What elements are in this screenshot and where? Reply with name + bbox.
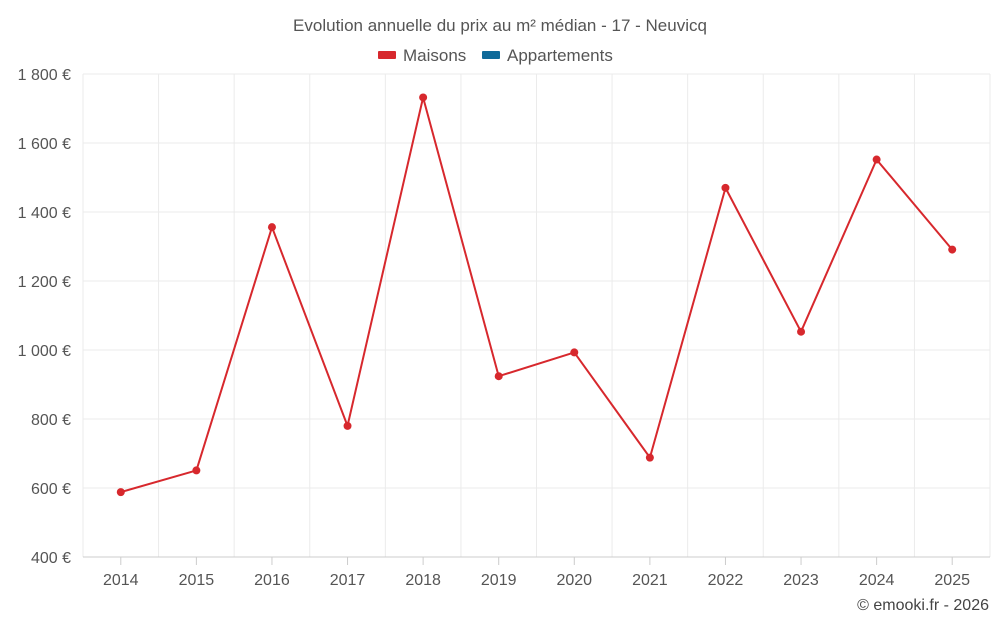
x-tick-label: 2014 [103, 572, 139, 589]
x-tick-label: 2019 [481, 572, 517, 589]
x-tick-label: 2015 [179, 572, 215, 589]
y-tick-label: 1 400 € [18, 205, 71, 222]
data-point-2023 [797, 327, 806, 336]
y-tick-label: 400 € [31, 550, 71, 567]
y-tick-label: 1 200 € [18, 274, 71, 291]
y-tick-label: 1 800 € [18, 67, 71, 84]
data-point-2017 [343, 421, 352, 430]
x-tick-label: 2023 [783, 572, 819, 589]
y-tick-label: 1 600 € [18, 136, 71, 153]
data-point-2020 [570, 348, 579, 357]
data-point-2018 [419, 93, 428, 102]
data-point-2019 [494, 372, 503, 381]
data-point-2024 [872, 155, 881, 164]
x-tick-label: 2024 [859, 572, 895, 589]
legend-label-maisons: Maisons [403, 46, 466, 65]
x-tick-label: 2022 [708, 572, 744, 589]
legend: Maisons Appartements [378, 46, 613, 65]
data-point-2016 [267, 223, 276, 232]
y-tick-label: 800 € [31, 412, 71, 429]
y-tick-label: 600 € [31, 481, 71, 498]
x-tick-label: 2018 [405, 572, 441, 589]
y-tick-label: 1 000 € [18, 343, 71, 360]
x-tick-label: 2016 [254, 572, 290, 589]
x-axis: 2014 2015 2016 2017 2018 2019 2020 2021 2022 2023… [83, 556, 990, 589]
data-point-2022 [721, 183, 730, 192]
x-tick-label: 2021 [632, 572, 668, 589]
grid [82, 73, 991, 557]
series-line-maisons [120, 96, 953, 494]
legend-label-appartements: Appartements [507, 46, 613, 65]
chart-title: Evolution annuelle du prix au m² médian … [293, 16, 707, 35]
x-tick-label: 2020 [556, 572, 592, 589]
x-tick-label: 2017 [330, 572, 366, 589]
data-point-2014 [116, 488, 125, 497]
legend-swatch-appartements [482, 51, 500, 59]
y-axis: 400 € 600 € 800 € 1 000 € 1 200 € 1 400 € 1 60… [18, 67, 71, 567]
data-point-2025 [948, 245, 957, 254]
x-tick-label: 2025 [934, 572, 970, 589]
series-layer [116, 93, 957, 497]
data-point-2015 [192, 466, 201, 475]
credit-text: © emooki.fr - 2026 [857, 597, 989, 614]
legend-swatch-maisons [378, 51, 396, 59]
data-point-2021 [645, 453, 654, 462]
